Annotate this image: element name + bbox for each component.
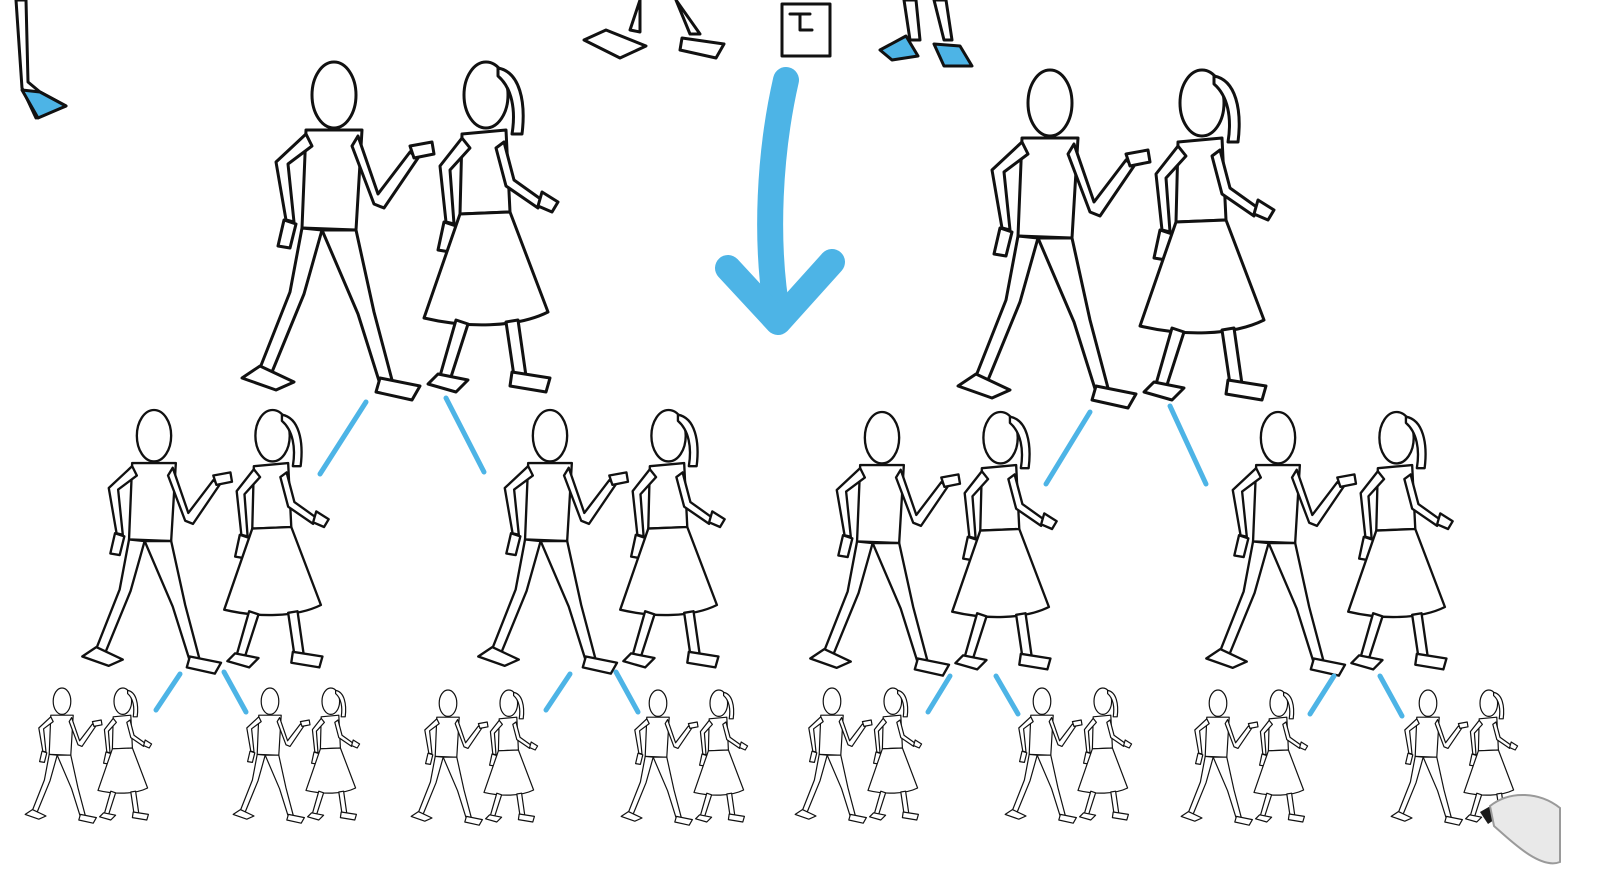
- couple-gen3-6: [1005, 688, 1131, 823]
- top-cutoff-figures: [14, 0, 974, 120]
- couple-gen1-right: [958, 70, 1274, 408]
- generation-3: [25, 688, 1517, 825]
- connectors-gen1-gen2: [317, 395, 1209, 487]
- couple-gen1-left: [242, 62, 558, 400]
- couple-gen3-3: [411, 690, 537, 825]
- couple-gen3-4: [621, 690, 747, 825]
- couple-gen2-3: [810, 412, 1056, 676]
- connectors-gen2-gen3: [153, 669, 1405, 719]
- couple-gen3-2: [233, 688, 359, 823]
- couple-gen3-1: [25, 688, 151, 823]
- marker-pen-icon: [1480, 794, 1561, 865]
- generation-2: [82, 410, 1452, 676]
- couple-gen2-1: [82, 410, 328, 674]
- couple-gen3-7: [1181, 690, 1307, 825]
- cutoff-shoe-left-fill: [20, 88, 68, 120]
- down-arrow-icon: [715, 67, 845, 335]
- couple-gen2-2: [478, 410, 724, 674]
- couple-gen2-4: [1206, 412, 1452, 676]
- couple-gen3-5: [795, 688, 921, 823]
